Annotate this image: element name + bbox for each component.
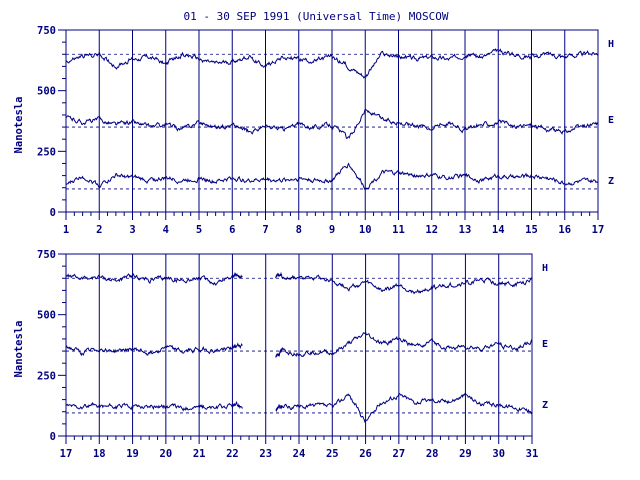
x-tick-label: 21	[193, 448, 206, 460]
x-tick-label: 8	[296, 224, 302, 236]
series-label-e: E	[608, 115, 614, 126]
series-h-trace	[65, 271, 533, 295]
chart-title: 01 - 30 SEP 1991 (Universal Time) MOSCOW	[184, 10, 449, 23]
x-tick-label: 14	[492, 224, 505, 236]
series-e-trace	[65, 108, 599, 140]
x-tick-label: 20	[160, 448, 173, 460]
x-tick-label: 31	[526, 448, 539, 460]
x-tick-label: 5	[196, 224, 202, 236]
x-tick-label: 13	[459, 224, 472, 236]
panel-1: 1 2 3 4 5 6 7 8 9 10 11 12 13 14 15 16 170250500750Nanot…	[13, 25, 614, 236]
series-label-h: H	[542, 263, 548, 274]
y-tick-label: 0	[50, 207, 56, 219]
x-tick-label: 18	[93, 448, 106, 460]
x-tick-label: 26	[359, 448, 372, 460]
x-tick-label: 23	[259, 448, 272, 460]
x-tick-label: 30	[492, 448, 505, 460]
x-tick-label: 15	[525, 224, 538, 236]
x-tick-label: 22	[226, 448, 239, 460]
y-tick-label: 500	[37, 86, 56, 98]
panel-2: 17 18 19 20 21 22 23 24 25 26 27 28 29 30 31 0 250 500 750…	[13, 249, 548, 460]
series-e-trace	[65, 331, 533, 358]
y-axis-label: Nanotesla	[13, 321, 25, 378]
x-tick-label: 6	[229, 224, 235, 236]
series-z-trace	[66, 162, 599, 191]
y-axis-label: Nanotesla	[13, 97, 25, 154]
x-tick-label: 12	[425, 224, 438, 236]
x-tick-label: 25	[326, 448, 339, 460]
y-tick-label: 0	[50, 431, 56, 443]
series-h-trace	[65, 48, 599, 79]
x-tick-label: 1	[63, 224, 69, 236]
x-tick-label: 29	[459, 448, 472, 460]
panels-layer: 1 2 3 4 5 6 7 8 9 10 11 12 13 14 15 16 170250500750Nanot…	[13, 25, 614, 460]
x-tick-label: 11	[392, 224, 405, 236]
y-tick-label: 750	[37, 249, 56, 261]
y-tick-label: 250	[37, 146, 56, 158]
x-tick-label: 3	[129, 224, 135, 236]
series-z-trace	[65, 392, 533, 423]
x-tick-label: 17	[592, 224, 605, 236]
series-label-e: E	[542, 339, 548, 350]
x-tick-label: 7	[262, 224, 268, 236]
x-tick-label: 24	[293, 448, 306, 460]
series-label-z: Z	[608, 176, 614, 187]
y-tick-label: 750	[37, 25, 56, 37]
x-tick-label: 9	[329, 224, 335, 236]
x-tick-label: 4	[163, 224, 169, 236]
x-tick-label: 19	[126, 448, 139, 460]
x-tick-label: 16	[558, 224, 571, 236]
y-tick-label: 500	[37, 310, 56, 322]
x-tick-label: 27	[393, 448, 406, 460]
x-tick-label: 10	[359, 224, 372, 236]
x-tick-label: 28	[426, 448, 439, 460]
y-tick-label: 250	[37, 370, 56, 382]
x-tick-label: 2	[96, 224, 102, 236]
x-tick-label: 17	[60, 448, 73, 460]
series-label-h: H	[608, 39, 614, 50]
series-label-z: Z	[542, 400, 548, 411]
